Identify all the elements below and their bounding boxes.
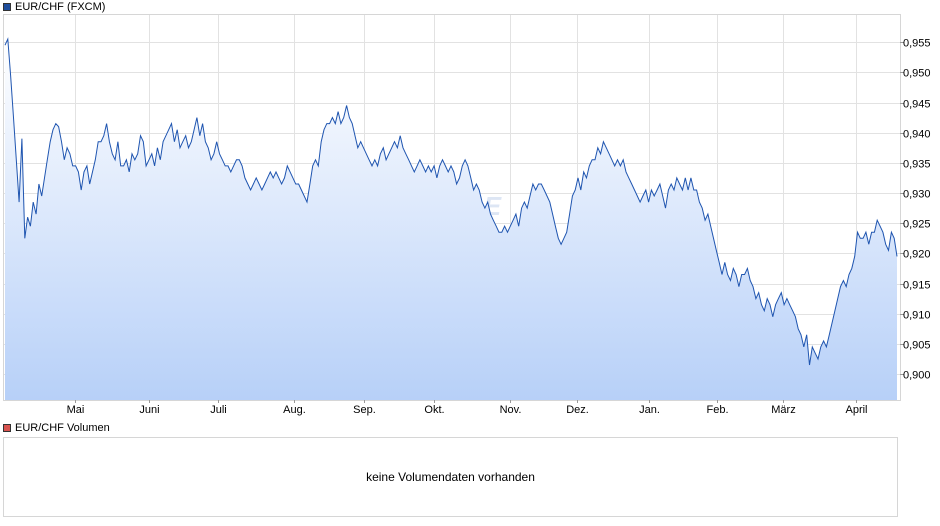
x-tick-label: Dez. bbox=[566, 404, 589, 416]
x-tick-label: Okt. bbox=[424, 404, 444, 416]
x-axis-ticks: Mai Juni Juli Aug. Sep. Okt. Nov. Dez. Jan. Feb. M… bbox=[67, 400, 868, 416]
x-tick-label: Mai bbox=[67, 404, 85, 416]
price-area-fill bbox=[5, 39, 897, 400]
y-tick-label: 0,900 bbox=[903, 370, 931, 382]
y-tick-label: 0,945 bbox=[903, 99, 931, 111]
price-chart: ARIVA.DE 0,9550,9500,9450,9400,9350,9300… bbox=[3, 14, 931, 416]
y-tick-label: 0,905 bbox=[903, 340, 931, 352]
price-legend: EUR/CHF (FXCM) bbox=[3, 0, 105, 14]
volume-legend-swatch bbox=[3, 424, 11, 432]
y-tick-label: 0,920 bbox=[903, 249, 931, 261]
x-tick-label: Jan. bbox=[639, 404, 660, 416]
volume-legend-label: EUR/CHF Volumen bbox=[15, 422, 110, 434]
x-tick-label: März bbox=[771, 404, 795, 416]
y-tick-label: 0,915 bbox=[903, 280, 931, 292]
y-tick-label: 0,950 bbox=[903, 68, 931, 80]
price-legend-swatch bbox=[3, 3, 11, 11]
x-tick-label: Juli bbox=[210, 404, 227, 416]
y-axis-ticks: 0,955 0,950 0,945 0,940 0,935 0,930 0,925 0,920… bbox=[900, 38, 931, 382]
volume-panel: keine Volumendaten vorhanden bbox=[3, 437, 898, 517]
y-tick-label: 0,940 bbox=[903, 129, 931, 141]
x-tick-label: Sep. bbox=[353, 404, 376, 416]
x-tick-label: Aug. bbox=[283, 404, 306, 416]
x-tick-label: Feb. bbox=[706, 404, 728, 416]
y-tick-label: 0,925 bbox=[903, 219, 931, 231]
y-tick-label: 0,910 bbox=[903, 310, 931, 322]
x-tick-label: Juni bbox=[139, 404, 159, 416]
no-volume-message: keine Volumendaten vorhanden bbox=[366, 470, 535, 484]
volume-legend: EUR/CHF Volumen bbox=[3, 421, 110, 435]
y-tick-label: 0,955 bbox=[903, 38, 931, 50]
x-tick-label: April bbox=[845, 404, 867, 416]
x-tick-label: Nov. bbox=[500, 404, 522, 416]
y-tick-label: 0,930 bbox=[903, 189, 931, 201]
price-line bbox=[4, 37, 898, 366]
y-tick-label: 0,935 bbox=[903, 159, 931, 171]
price-legend-label: EUR/CHF (FXCM) bbox=[15, 1, 106, 13]
